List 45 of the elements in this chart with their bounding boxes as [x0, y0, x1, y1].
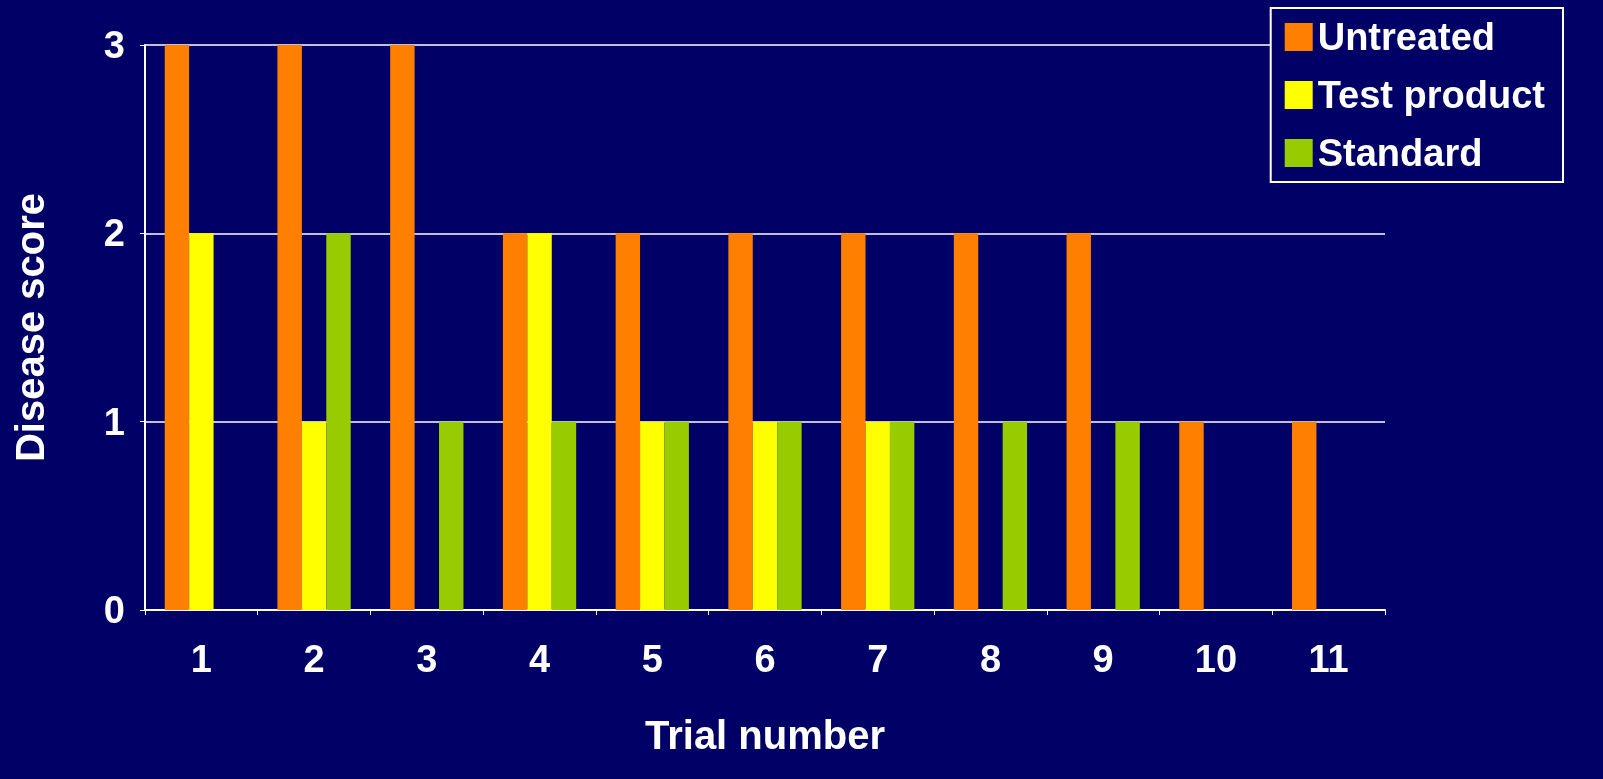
bar: [752, 421, 778, 610]
bar: [640, 421, 665, 610]
x-axis-title: Trial number: [644, 713, 886, 757]
bar: [301, 421, 327, 610]
bar: [728, 233, 753, 610]
legend-label: Standard: [1317, 132, 1483, 174]
bar: [1179, 421, 1204, 610]
bar: [889, 421, 915, 610]
legend-label: Test product: [1317, 74, 1546, 116]
x-tick-label: 8: [979, 638, 1002, 680]
bar: [390, 45, 415, 610]
bar: [164, 45, 190, 610]
x-tick-label: 3: [416, 638, 438, 680]
x-tick-label: 4: [528, 638, 551, 680]
bar: [326, 233, 351, 610]
bar: [439, 421, 464, 610]
x-tick-label: 2: [303, 638, 325, 680]
y-tick-label: 0: [103, 589, 125, 631]
bar: [615, 233, 641, 610]
x-tick-label: 10: [1194, 638, 1238, 680]
x-tick-label: 7: [867, 638, 889, 680]
bar: [1115, 421, 1140, 610]
y-tick-label: 2: [103, 212, 125, 255]
bar: [953, 233, 979, 610]
x-tick-label: 1: [190, 638, 212, 680]
bar: [1292, 421, 1317, 610]
bar: [1002, 421, 1028, 610]
legend-label: Untreated: [1317, 16, 1496, 58]
bar: [777, 421, 802, 610]
bar: [527, 233, 552, 610]
x-tick-label: 11: [1308, 638, 1349, 680]
bar: [502, 233, 528, 610]
bar: [664, 421, 689, 610]
bar: [277, 45, 302, 610]
y-axis-title: Disease score: [8, 192, 52, 463]
y-tick-label: 3: [103, 24, 125, 66]
bar: [841, 233, 866, 610]
bar: [1066, 233, 1091, 610]
y-tick-label: 1: [103, 400, 125, 443]
x-tick-label: 9: [1092, 638, 1114, 680]
x-tick-label: 5: [641, 638, 663, 680]
bar: [551, 421, 577, 610]
bar: [865, 421, 890, 610]
x-tick-label: 6: [754, 638, 776, 680]
bar: [189, 233, 214, 610]
